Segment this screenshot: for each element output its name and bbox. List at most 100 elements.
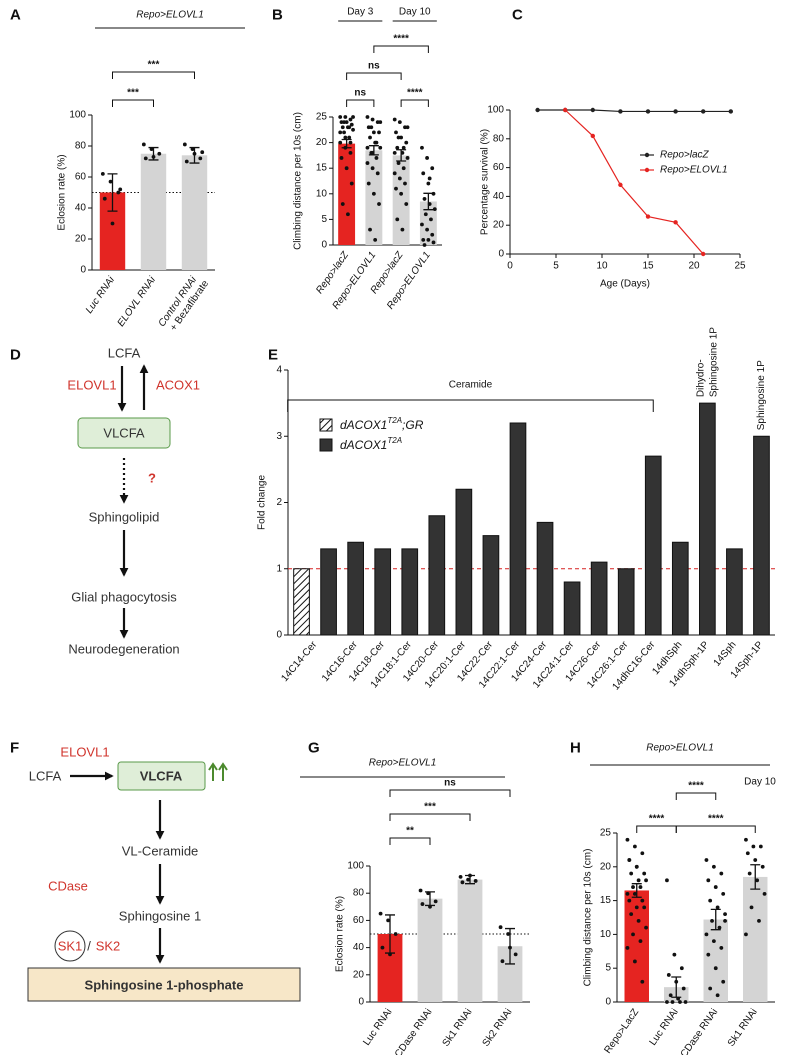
data-point: [644, 878, 648, 883]
data-point: [394, 130, 398, 135]
data-point: [405, 125, 410, 130]
error-bar: [341, 138, 352, 149]
data-point: [642, 871, 647, 876]
error-bar: [396, 149, 407, 162]
legend-label: dACOX1T2A: [340, 436, 402, 453]
data-point: [403, 181, 407, 186]
bar: [392, 155, 410, 245]
y-tick-label: 20: [600, 861, 612, 872]
y-tick-label: 80: [353, 888, 365, 899]
data-point: [420, 902, 425, 906]
data-point: [681, 986, 686, 991]
error-bar: [710, 908, 721, 931]
data-point: [395, 145, 400, 150]
data-point: [636, 918, 641, 923]
data-point: [344, 166, 349, 171]
data-point: [665, 1000, 669, 1004]
significance-label: ***: [127, 88, 139, 99]
diagram-f: F LCFA ELOVL1 VLCFA VL-Ceramide CDase Sp…: [10, 740, 301, 1002]
data-point: [102, 196, 107, 201]
enzyme: SK1: [58, 939, 83, 954]
data-point: [116, 190, 121, 195]
data-point: [338, 115, 343, 119]
data-point: [433, 899, 438, 904]
data-point: [717, 925, 722, 930]
data-point: [666, 973, 671, 977]
enzyme: ELOVL1: [67, 378, 116, 393]
bar: [455, 488, 473, 636]
bar: [181, 155, 208, 270]
y-tick-label: 2: [276, 497, 282, 508]
significance-label: ****: [649, 814, 665, 825]
data-point: [744, 932, 748, 937]
group-label: Ceramide: [449, 380, 493, 391]
y-tick-label: 60: [75, 172, 87, 183]
y-tick-label: 100: [69, 110, 86, 121]
data-point: [747, 871, 752, 876]
data-point: [757, 918, 761, 923]
data-point: [758, 844, 763, 849]
marker: [563, 107, 568, 113]
data-point: [753, 858, 758, 862]
significance-bracket: [112, 71, 195, 79]
data-point: [678, 1000, 682, 1004]
data-point: [342, 120, 346, 125]
data-point: [370, 166, 375, 171]
data-point: [365, 115, 370, 119]
bar: [617, 568, 635, 636]
data-point: [627, 858, 632, 862]
data-point: [762, 891, 767, 896]
significance-bracket: [346, 72, 402, 80]
legend-label-part: ;GR: [402, 418, 424, 432]
data-point: [672, 952, 677, 957]
data-point: [351, 127, 355, 132]
data-point: [625, 891, 630, 896]
data-point: [704, 858, 709, 862]
data-point: [631, 885, 635, 889]
bar: [563, 581, 581, 636]
significance-label: ns: [444, 778, 456, 789]
significance-bracket: [400, 99, 429, 107]
significance-label: **: [406, 826, 414, 837]
error-bar: [423, 192, 434, 211]
legend-label-part: dACOX1: [340, 438, 387, 452]
data-point: [374, 140, 379, 145]
data-point: [431, 240, 436, 245]
bar: [699, 402, 716, 636]
y-axis-label: Climbing distance per 10s (cm): [293, 112, 304, 250]
y-axis-label: Climbing distance per 10s (cm): [583, 849, 594, 987]
significance-label: ns: [354, 88, 366, 99]
data-point: [371, 130, 376, 135]
significance-label: ****: [688, 781, 704, 792]
error-bar: [671, 976, 682, 998]
data-point: [404, 140, 409, 145]
bar-label: Dihydro-: [695, 359, 706, 397]
panel-label: D: [10, 347, 21, 364]
panel-label: C: [512, 7, 523, 24]
data-point: [366, 181, 371, 186]
significance-label: ***: [424, 802, 436, 813]
y-tick-label: 15: [316, 163, 328, 174]
marker: [673, 109, 678, 114]
node-box: [77, 417, 171, 449]
data-point: [157, 151, 162, 156]
error-bar: [425, 891, 435, 907]
significance-label: ns: [368, 61, 380, 72]
bar: [726, 548, 743, 636]
legend-label: Repo>ELOVL1: [660, 165, 728, 176]
data-point: [338, 140, 343, 145]
node: Sphingosine 1: [119, 909, 201, 924]
data-point: [430, 166, 435, 171]
data-point: [427, 176, 432, 181]
data-point: [365, 161, 370, 165]
significance-label: ****: [407, 88, 423, 99]
error-bar: [505, 927, 515, 965]
data-point: [458, 874, 463, 879]
enzyme: CDase: [48, 879, 88, 894]
data-point: [760, 864, 765, 869]
node: VLCFA: [103, 426, 145, 441]
data-point: [100, 172, 105, 176]
marker: [701, 251, 706, 257]
data-point: [420, 145, 424, 150]
data-point: [370, 117, 375, 122]
